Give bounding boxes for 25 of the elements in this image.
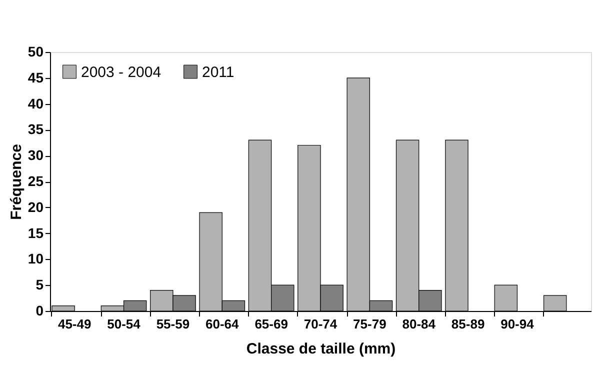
x-tick-label: 45-49 xyxy=(58,316,92,332)
x-tick-label: 65-69 xyxy=(254,316,288,332)
x-tick-label: 90-94 xyxy=(500,316,535,332)
y-tick-label: 50 xyxy=(28,44,44,60)
y-tick-label: 5 xyxy=(36,276,44,293)
x-tick-label: 55-59 xyxy=(156,316,190,332)
x-tick-label: 50-54 xyxy=(107,316,142,332)
x-tick-label: 80-84 xyxy=(402,316,436,332)
x-axis-title: Classe de taille (mm) xyxy=(246,340,396,358)
y-tick-label: 15 xyxy=(28,224,44,241)
y-tick-label: 30 xyxy=(28,147,44,164)
y-tick-label: 25 xyxy=(28,173,44,189)
y-tick-label: 10 xyxy=(28,250,44,267)
x-tick-label: 60-64 xyxy=(206,316,240,332)
x-tick-label: 85-89 xyxy=(451,316,485,332)
y-tick-label: 40 xyxy=(28,95,44,112)
y-tick-label: 0 xyxy=(36,302,44,318)
y-tick-label: 35 xyxy=(28,121,44,138)
legend-label: 2003 - 2004 xyxy=(81,64,162,81)
y-tick-label: 45 xyxy=(28,69,44,86)
x-tick-label: 75-79 xyxy=(353,316,386,332)
y-tick-label: 20 xyxy=(28,198,44,215)
x-tick-label: 70-74 xyxy=(304,316,338,332)
legend-label: 2011 xyxy=(202,64,234,81)
y-axis-title: Fréquence xyxy=(8,144,25,220)
